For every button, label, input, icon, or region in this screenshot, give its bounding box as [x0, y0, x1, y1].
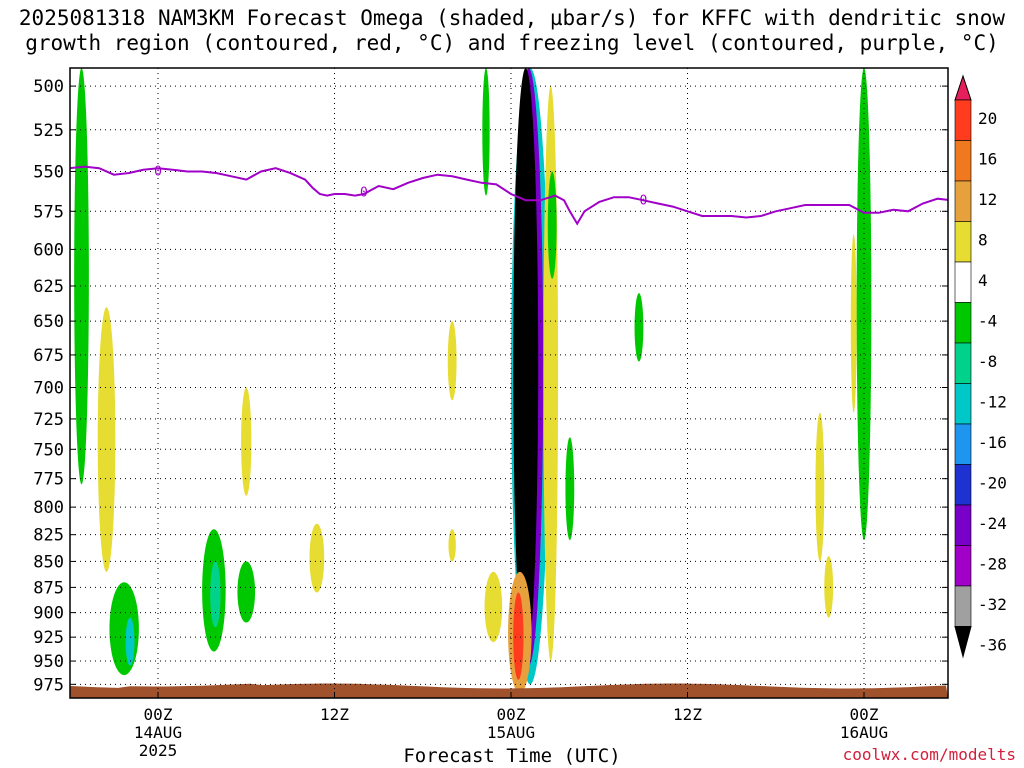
y-tick-label: 950	[33, 652, 64, 672]
freezing-level-line	[70, 165, 948, 226]
y-tick-label: 675	[33, 346, 64, 366]
y-tick-label: 600	[33, 240, 64, 260]
colorbar-bin	[954, 383, 972, 425]
colorbar: 20 16 12 8 4 -4 -8 -12 -16 -20 -24 -28 -32 -36	[954, 74, 1007, 659]
omega-region-11	[482, 68, 490, 196]
omega-region-22	[815, 412, 825, 562]
omega-region-3	[125, 617, 135, 666]
y-tick-label: 900	[33, 604, 64, 624]
x-tick-label: 12Z	[320, 705, 349, 724]
omega-region-23	[824, 556, 834, 618]
colorbar-bin	[954, 626, 972, 659]
colorbar-bin	[954, 545, 972, 587]
colorbar-label: -20	[978, 474, 1007, 493]
x-tick-label: 00Z	[850, 705, 879, 724]
terrain-band	[70, 683, 948, 698]
omega-region-21	[634, 293, 644, 362]
y-tick-label: 800	[33, 498, 64, 518]
colorbar-bin	[954, 302, 972, 344]
omega-region-0	[74, 68, 89, 485]
colorbar-bin	[954, 464, 972, 506]
colorbar-bin	[954, 261, 972, 303]
omega-region-12	[484, 571, 503, 642]
colorbar-bin	[954, 423, 972, 465]
y-tick-label: 925	[33, 628, 64, 648]
omega-region-20	[565, 437, 575, 541]
omega-region-25	[856, 68, 872, 541]
y-tick-label: 575	[33, 202, 64, 222]
colorbar-label: 4	[978, 271, 988, 290]
colorbar-bin	[954, 74, 972, 101]
x-tick-label: 16AUG	[840, 723, 888, 742]
freezing-level-label-2: 0	[639, 193, 647, 208]
colorbar-bin	[954, 585, 972, 627]
colorbar-bin	[954, 140, 972, 182]
plot-frame	[69, 67, 949, 699]
colorbar-label: 20	[978, 109, 997, 128]
y-tick-label: 875	[33, 578, 64, 598]
x-tick-label: 12Z	[673, 705, 702, 724]
omega-region-7	[241, 387, 252, 496]
y-tick-label: 625	[33, 277, 64, 297]
y-tick-label: 525	[33, 121, 64, 141]
freezing-level-label-1: 0	[360, 185, 368, 200]
colorbar-label: 8	[978, 231, 988, 250]
omega-region-1	[97, 307, 116, 572]
colorbar-label: -36	[978, 636, 1007, 655]
freezing-level-label-0: 0	[154, 164, 162, 179]
y-tick-label: 750	[33, 440, 64, 460]
omega-region-17	[513, 592, 524, 680]
omega-region-24	[850, 234, 857, 413]
omega-region-5	[210, 561, 221, 628]
y-tick-label: 500	[33, 77, 64, 97]
omega-region-19	[547, 171, 557, 279]
omega-region-8	[309, 523, 325, 593]
y-tick-label: 650	[33, 312, 64, 332]
chart-title: 2025081318 NAM3KM Forecast Omega (shaded…	[0, 6, 1024, 56]
colorbar-label: -8	[978, 352, 997, 371]
colorbar-bin	[954, 180, 972, 222]
y-tick-label: 850	[33, 552, 64, 572]
colorbar-label: -32	[978, 595, 1007, 614]
y-tick-label: 825	[33, 526, 64, 546]
y-tick-label: 775	[33, 470, 64, 490]
y-tick-label: 975	[33, 675, 64, 695]
omega-region-10	[448, 529, 456, 562]
colorbar-label: -28	[978, 555, 1007, 574]
colorbar-bin	[954, 99, 972, 141]
omega-region-2	[109, 582, 139, 676]
colorbar-label: -24	[978, 514, 1007, 533]
title-line-1: 2025081318 NAM3KM Forecast Omega (shaded…	[18, 6, 1006, 30]
plot-area: 0 0 0	[70, 68, 948, 698]
colorbar-bin	[954, 342, 972, 384]
colorbar-label: -12	[978, 393, 1007, 412]
title-line-2: growth region (contoured, red, °C) and f…	[25, 31, 999, 55]
y-tick-label: 550	[33, 162, 64, 182]
omega-region-6	[237, 561, 256, 623]
x-tick-label: 14AUG	[134, 723, 182, 742]
colorbar-bin	[954, 221, 972, 263]
omega-region-18	[543, 86, 559, 662]
colorbar-label: -4	[978, 312, 997, 331]
colorbar-label: 12	[978, 190, 997, 209]
y-tick-label: 700	[33, 379, 64, 399]
omega-region-15	[513, 68, 539, 662]
x-axis-title: Forecast Time (UTC)	[403, 745, 621, 767]
x-tick-label: 00Z	[144, 705, 173, 724]
omega-region-9	[447, 321, 457, 401]
credit-link[interactable]: coolwx.com/modelts	[842, 745, 1016, 764]
y-tick-label: 725	[33, 410, 64, 430]
colorbar-label: 16	[978, 150, 997, 169]
x-tick-label: 15AUG	[487, 723, 535, 742]
colorbar-label: -16	[978, 433, 1007, 452]
x-tick-label: 2025	[139, 741, 178, 760]
colorbar-bin	[954, 504, 972, 546]
x-tick-label: 00Z	[497, 705, 526, 724]
